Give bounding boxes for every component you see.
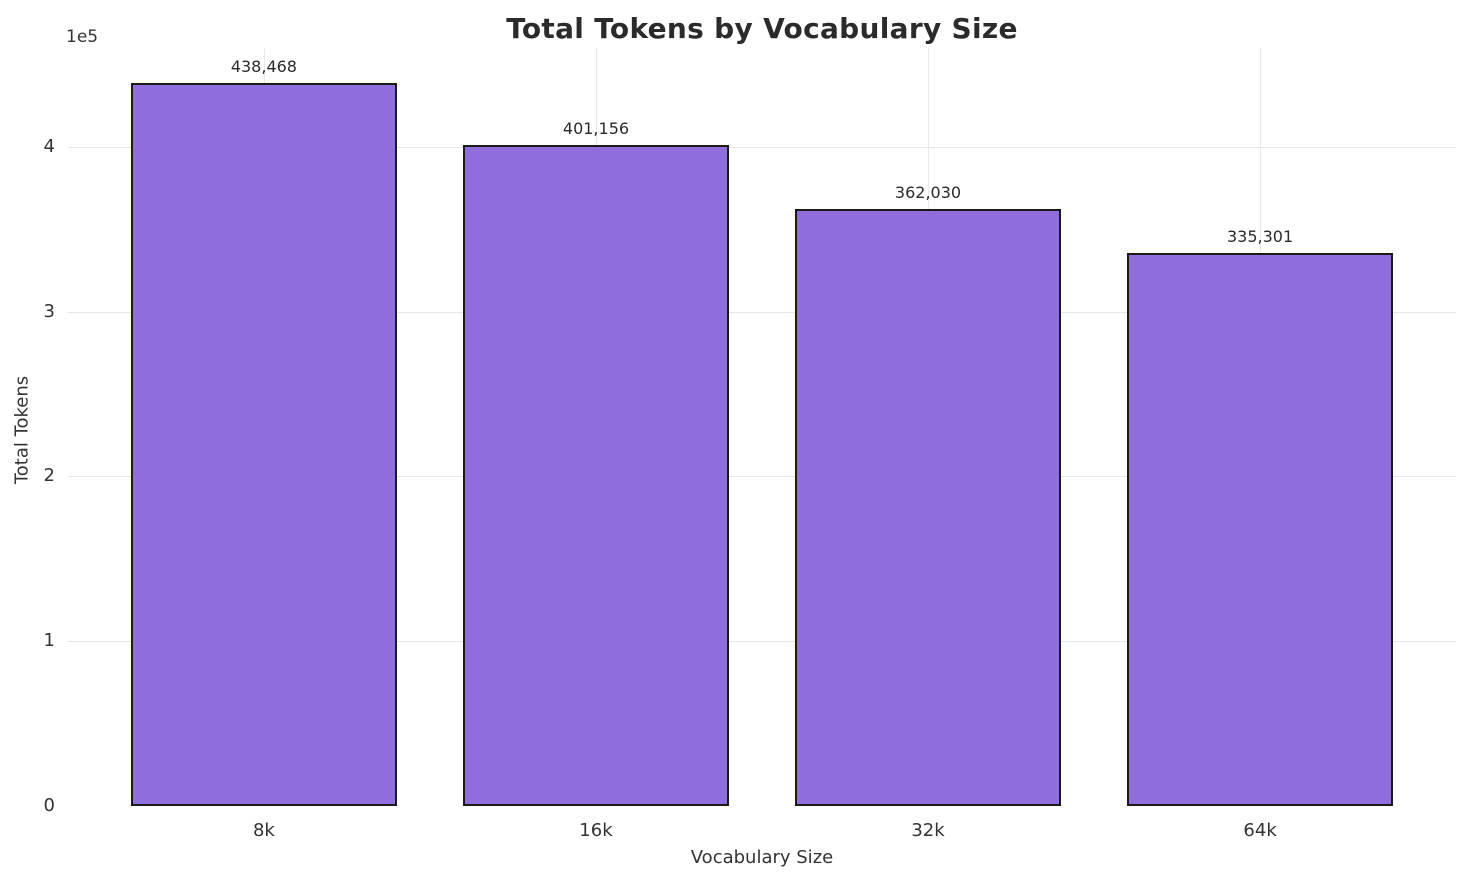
y-tick-label: 2	[43, 465, 55, 487]
y-tick-label: 1	[43, 630, 55, 652]
h-gridline	[68, 641, 1456, 643]
bar-value-label: 438,468	[230, 57, 297, 77]
x-tick-label: 8k	[252, 820, 275, 841]
x-tick-label: 64k	[1243, 820, 1277, 841]
x-axis-label: Vocabulary Size	[690, 847, 834, 868]
x-tick-label: 16k	[579, 820, 613, 841]
bar	[1127, 253, 1393, 806]
chart-title: Total Tokens by Vocabulary Size	[506, 12, 1018, 45]
bar	[131, 83, 397, 806]
y-tick-label: 0	[43, 795, 55, 816]
h-gridline	[68, 146, 1456, 148]
y-tick-label: 4	[43, 135, 55, 157]
y-axis-offset-label: 1e5	[66, 27, 99, 47]
y-axis-label: Total Tokens	[11, 375, 33, 485]
x-tick-label: 32k	[911, 820, 945, 841]
bar-value-label: 401,156	[562, 118, 630, 138]
h-gridline	[68, 311, 1456, 313]
h-gridline	[68, 476, 1456, 478]
y-tick-label: 3	[43, 300, 55, 322]
plot-area: 0 1 2 3 4 438,468 8k 401,156 16k 362,030 32k 335,30…	[44, 48, 1456, 841]
bar	[463, 144, 729, 806]
bar-value-label: 335,301	[1226, 227, 1294, 247]
bar-value-label: 362,030	[894, 183, 962, 203]
bar	[795, 209, 1061, 806]
